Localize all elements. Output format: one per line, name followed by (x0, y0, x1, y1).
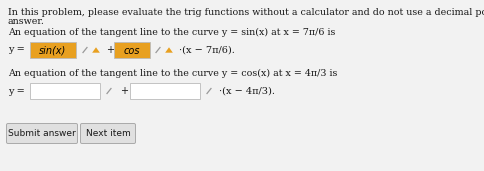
Text: ·(x − 4π/3).: ·(x − 4π/3). (219, 87, 274, 95)
Text: ·(x − 7π/6).: ·(x − 7π/6). (179, 45, 234, 55)
FancyBboxPatch shape (80, 123, 135, 143)
FancyBboxPatch shape (114, 42, 150, 58)
Text: Submit answer: Submit answer (8, 129, 76, 139)
Text: cos: cos (123, 45, 140, 56)
Text: Next item: Next item (86, 129, 130, 139)
Text: An equation of the tangent line to the curve y = cos(x) at x = 4π/3 is: An equation of the tangent line to the c… (8, 69, 337, 78)
Text: +: + (106, 45, 114, 55)
Text: y =: y = (8, 87, 25, 95)
Text: +: + (120, 86, 128, 96)
FancyBboxPatch shape (30, 83, 100, 99)
Polygon shape (92, 47, 100, 53)
FancyBboxPatch shape (30, 42, 76, 58)
FancyBboxPatch shape (6, 123, 77, 143)
FancyBboxPatch shape (130, 83, 199, 99)
Text: In this problem, please evaluate the trig functions without a calculator and do : In this problem, please evaluate the tri… (8, 8, 484, 17)
Polygon shape (165, 47, 172, 53)
Text: sin(x): sin(x) (39, 45, 66, 56)
Text: answer.: answer. (8, 17, 45, 26)
Text: y =: y = (8, 45, 25, 55)
Text: An equation of the tangent line to the curve y = sin(x) at x = 7π/6 is: An equation of the tangent line to the c… (8, 28, 334, 37)
